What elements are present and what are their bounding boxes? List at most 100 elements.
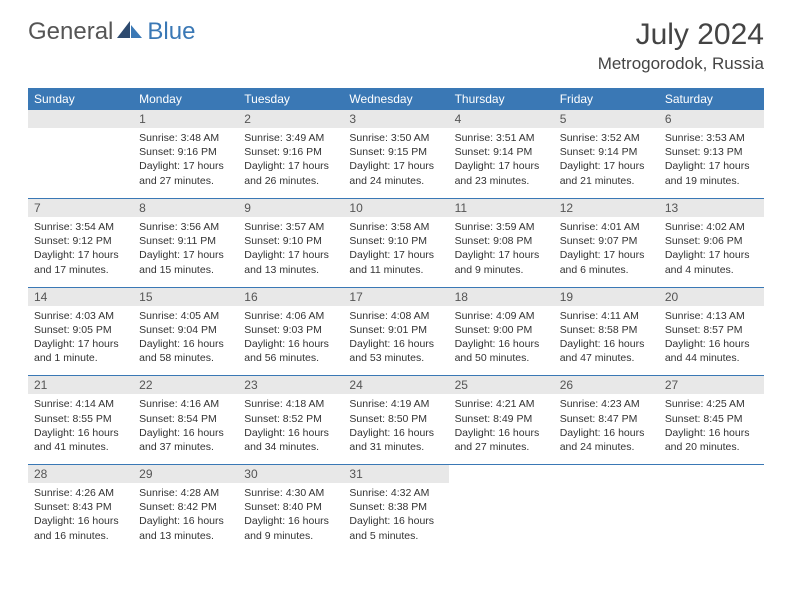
calendar-week: 7Sunrise: 3:54 AMSunset: 9:12 PMDaylight… — [28, 199, 764, 288]
calendar-body: 1Sunrise: 3:48 AMSunset: 9:16 PMDaylight… — [28, 110, 764, 553]
day-number: 16 — [238, 288, 343, 306]
day-number: 24 — [343, 376, 448, 394]
day-content-empty — [28, 128, 133, 198]
day-number: 15 — [133, 288, 238, 306]
calendar-cell: 18Sunrise: 4:09 AMSunset: 9:00 PMDayligh… — [449, 287, 554, 376]
title-block: July 2024 Metrogorodok, Russia — [598, 18, 764, 74]
day-content: Sunrise: 4:16 AMSunset: 8:54 PMDaylight:… — [133, 394, 238, 464]
calendar-cell: 1Sunrise: 3:48 AMSunset: 9:16 PMDaylight… — [133, 110, 238, 199]
brand-part2: Blue — [147, 18, 195, 46]
calendar-cell: 28Sunrise: 4:26 AMSunset: 8:43 PMDayligh… — [28, 465, 133, 553]
day-number: 30 — [238, 465, 343, 483]
day-content: Sunrise: 4:14 AMSunset: 8:55 PMDaylight:… — [28, 394, 133, 464]
day-content: Sunrise: 4:02 AMSunset: 9:06 PMDaylight:… — [659, 217, 764, 287]
day-content: Sunrise: 4:13 AMSunset: 8:57 PMDaylight:… — [659, 306, 764, 376]
day-content: Sunrise: 4:25 AMSunset: 8:45 PMDaylight:… — [659, 394, 764, 464]
calendar-cell: 29Sunrise: 4:28 AMSunset: 8:42 PMDayligh… — [133, 465, 238, 553]
day-content: Sunrise: 4:11 AMSunset: 8:58 PMDaylight:… — [554, 306, 659, 376]
day-content-empty — [659, 465, 764, 535]
day-content-empty — [449, 465, 554, 535]
calendar-cell: 13Sunrise: 4:02 AMSunset: 9:06 PMDayligh… — [659, 199, 764, 288]
day-content: Sunrise: 3:58 AMSunset: 9:10 PMDaylight:… — [343, 217, 448, 287]
header-tuesday: Tuesday — [238, 88, 343, 110]
calendar-week: 21Sunrise: 4:14 AMSunset: 8:55 PMDayligh… — [28, 376, 764, 465]
sail-icon — [117, 20, 143, 45]
header-thursday: Thursday — [449, 88, 554, 110]
day-number: 2 — [238, 110, 343, 128]
day-number: 3 — [343, 110, 448, 128]
calendar-week: 14Sunrise: 4:03 AMSunset: 9:05 PMDayligh… — [28, 287, 764, 376]
day-content: Sunrise: 4:26 AMSunset: 8:43 PMDaylight:… — [28, 483, 133, 553]
calendar-cell — [28, 110, 133, 199]
day-number: 12 — [554, 199, 659, 217]
calendar-cell — [449, 465, 554, 553]
brand-logo: General Blue — [28, 18, 195, 46]
header-sunday: Sunday — [28, 88, 133, 110]
day-number: 23 — [238, 376, 343, 394]
calendar-cell: 26Sunrise: 4:23 AMSunset: 8:47 PMDayligh… — [554, 376, 659, 465]
calendar-cell: 9Sunrise: 3:57 AMSunset: 9:10 PMDaylight… — [238, 199, 343, 288]
day-content: Sunrise: 3:51 AMSunset: 9:14 PMDaylight:… — [449, 128, 554, 198]
header-monday: Monday — [133, 88, 238, 110]
brand-part1: General — [28, 18, 113, 46]
calendar-cell: 20Sunrise: 4:13 AMSunset: 8:57 PMDayligh… — [659, 287, 764, 376]
day-content: Sunrise: 4:05 AMSunset: 9:04 PMDaylight:… — [133, 306, 238, 376]
page-header: General Blue July 2024 Metrogorodok, Rus… — [0, 0, 792, 82]
month-title: July 2024 — [598, 18, 764, 52]
day-number: 17 — [343, 288, 448, 306]
day-number: 7 — [28, 199, 133, 217]
day-number: 14 — [28, 288, 133, 306]
calendar-week: 1Sunrise: 3:48 AMSunset: 9:16 PMDaylight… — [28, 110, 764, 199]
day-number: 29 — [133, 465, 238, 483]
calendar-cell: 31Sunrise: 4:32 AMSunset: 8:38 PMDayligh… — [343, 465, 448, 553]
day-content: Sunrise: 3:54 AMSunset: 9:12 PMDaylight:… — [28, 217, 133, 287]
calendar-week: 28Sunrise: 4:26 AMSunset: 8:43 PMDayligh… — [28, 465, 764, 553]
calendar-cell: 14Sunrise: 4:03 AMSunset: 9:05 PMDayligh… — [28, 287, 133, 376]
day-number: 9 — [238, 199, 343, 217]
day-content: Sunrise: 4:18 AMSunset: 8:52 PMDaylight:… — [238, 394, 343, 464]
calendar-cell: 11Sunrise: 3:59 AMSunset: 9:08 PMDayligh… — [449, 199, 554, 288]
day-number: 6 — [659, 110, 764, 128]
day-number-empty — [28, 110, 133, 128]
header-saturday: Saturday — [659, 88, 764, 110]
calendar-cell: 27Sunrise: 4:25 AMSunset: 8:45 PMDayligh… — [659, 376, 764, 465]
calendar-cell: 2Sunrise: 3:49 AMSunset: 9:16 PMDaylight… — [238, 110, 343, 199]
header-friday: Friday — [554, 88, 659, 110]
day-number: 21 — [28, 376, 133, 394]
calendar-cell: 17Sunrise: 4:08 AMSunset: 9:01 PMDayligh… — [343, 287, 448, 376]
day-content: Sunrise: 4:30 AMSunset: 8:40 PMDaylight:… — [238, 483, 343, 553]
day-number: 19 — [554, 288, 659, 306]
calendar-cell: 23Sunrise: 4:18 AMSunset: 8:52 PMDayligh… — [238, 376, 343, 465]
day-number: 27 — [659, 376, 764, 394]
day-content: Sunrise: 3:50 AMSunset: 9:15 PMDaylight:… — [343, 128, 448, 198]
day-content: Sunrise: 4:28 AMSunset: 8:42 PMDaylight:… — [133, 483, 238, 553]
location-text: Metrogorodok, Russia — [598, 54, 764, 74]
calendar-cell: 12Sunrise: 4:01 AMSunset: 9:07 PMDayligh… — [554, 199, 659, 288]
day-content: Sunrise: 4:01 AMSunset: 9:07 PMDaylight:… — [554, 217, 659, 287]
day-number: 31 — [343, 465, 448, 483]
day-content: Sunrise: 3:48 AMSunset: 9:16 PMDaylight:… — [133, 128, 238, 198]
day-number: 10 — [343, 199, 448, 217]
day-header-row: Sunday Monday Tuesday Wednesday Thursday… — [28, 88, 764, 110]
day-number: 11 — [449, 199, 554, 217]
calendar-cell: 16Sunrise: 4:06 AMSunset: 9:03 PMDayligh… — [238, 287, 343, 376]
calendar-cell: 8Sunrise: 3:56 AMSunset: 9:11 PMDaylight… — [133, 199, 238, 288]
day-number: 28 — [28, 465, 133, 483]
day-number: 26 — [554, 376, 659, 394]
day-content: Sunrise: 4:21 AMSunset: 8:49 PMDaylight:… — [449, 394, 554, 464]
day-content: Sunrise: 3:57 AMSunset: 9:10 PMDaylight:… — [238, 217, 343, 287]
day-number: 20 — [659, 288, 764, 306]
day-content: Sunrise: 4:19 AMSunset: 8:50 PMDaylight:… — [343, 394, 448, 464]
calendar-cell: 24Sunrise: 4:19 AMSunset: 8:50 PMDayligh… — [343, 376, 448, 465]
day-content: Sunrise: 4:08 AMSunset: 9:01 PMDaylight:… — [343, 306, 448, 376]
day-content-empty — [554, 465, 659, 535]
day-content: Sunrise: 3:53 AMSunset: 9:13 PMDaylight:… — [659, 128, 764, 198]
calendar-cell: 19Sunrise: 4:11 AMSunset: 8:58 PMDayligh… — [554, 287, 659, 376]
day-number: 1 — [133, 110, 238, 128]
day-content: Sunrise: 3:49 AMSunset: 9:16 PMDaylight:… — [238, 128, 343, 198]
day-content: Sunrise: 3:52 AMSunset: 9:14 PMDaylight:… — [554, 128, 659, 198]
day-content: Sunrise: 4:09 AMSunset: 9:00 PMDaylight:… — [449, 306, 554, 376]
day-content: Sunrise: 4:32 AMSunset: 8:38 PMDaylight:… — [343, 483, 448, 553]
calendar-cell: 7Sunrise: 3:54 AMSunset: 9:12 PMDaylight… — [28, 199, 133, 288]
calendar-cell: 6Sunrise: 3:53 AMSunset: 9:13 PMDaylight… — [659, 110, 764, 199]
